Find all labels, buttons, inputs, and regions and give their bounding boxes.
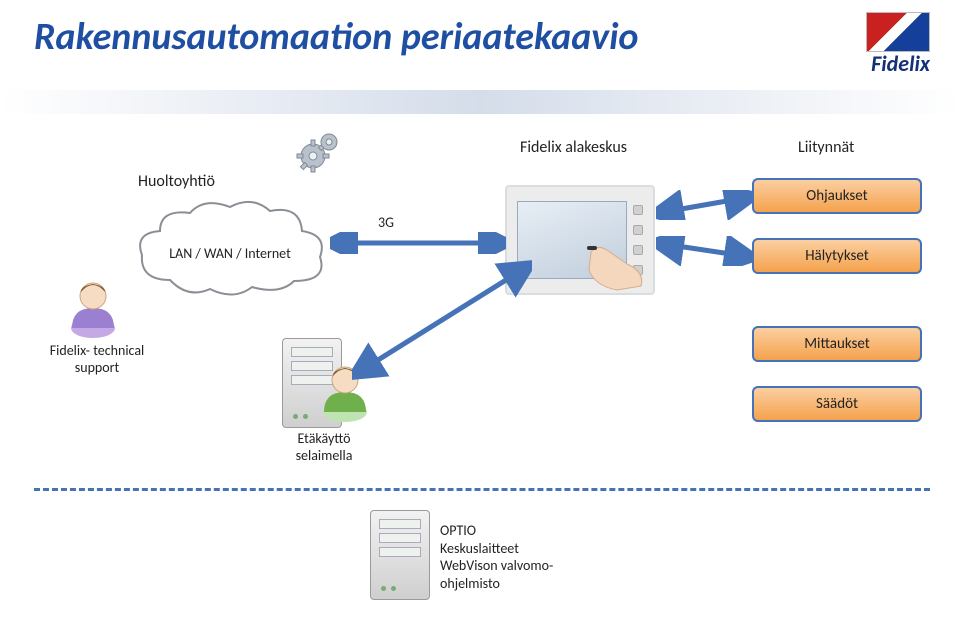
- fidelix-logo: Fidelix: [802, 12, 930, 76]
- page-title: Rakennusautomaation periaatekaavio: [34, 14, 638, 60]
- optio-group: OPTIO Keskuslaitteet WebVison valvomo- o…: [370, 510, 630, 600]
- pill-halytykset: Hälytykset: [752, 238, 922, 274]
- logo-flag: [866, 12, 930, 52]
- label-fidelix-alakeskus: Fidelix alakeskus: [520, 138, 627, 157]
- diagram-canvas: Rakennusautomaation periaatekaavio Fidel…: [0, 0, 960, 635]
- tech-support-line2: support: [75, 359, 120, 376]
- arrow-cloud-panel: [330, 232, 506, 254]
- optio-line3: WebVison valvomo-: [440, 557, 553, 574]
- hand-icon: [587, 242, 647, 292]
- pill-mittaukset: Mittaukset: [752, 326, 922, 362]
- label-huoltoyhtio: Huoltoyhtiö: [138, 172, 215, 191]
- server-optio-icon: [370, 510, 430, 600]
- pill-saadot: Säädöt: [752, 386, 922, 422]
- optio-line1: OPTIO: [440, 522, 476, 539]
- label-3g: 3G: [378, 214, 394, 231]
- label-liitynnat: Liitynnät: [798, 138, 854, 157]
- pill-ohjaukset: Ohjaukset: [752, 178, 922, 214]
- arrow-panel-ohjaukset: [656, 190, 752, 220]
- header-gradient-bar: [0, 90, 960, 114]
- etakaytto-line2: selaimella: [296, 447, 353, 464]
- cloud-icon: LAN / WAN / Internet: [130, 195, 330, 305]
- etakaytto-line1: Etäkäyttö: [298, 430, 351, 447]
- avatar-tech-support-icon: [66, 278, 120, 338]
- dashed-divider: [34, 488, 930, 491]
- label-tech-support: Fidelix- technical support: [32, 342, 162, 376]
- optio-line2: Keskuslaitteet: [440, 540, 519, 557]
- arrow-panel-halytykset: [656, 236, 752, 266]
- label-etakaytto: Etäkäyttö selaimella: [264, 430, 384, 464]
- gears-icon: [295, 128, 343, 176]
- optio-line4: ohjelmisto: [440, 575, 500, 592]
- tech-support-line1: Fidelix- technical: [50, 342, 145, 359]
- logo-text: Fidelix: [802, 50, 930, 77]
- cloud-label: LAN / WAN / Internet: [130, 245, 330, 262]
- optio-text: OPTIO Keskuslaitteet WebVison valvomo- o…: [440, 522, 553, 592]
- arrow-remote-panel: [352, 260, 532, 380]
